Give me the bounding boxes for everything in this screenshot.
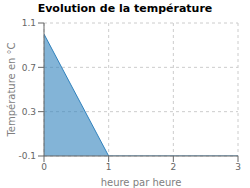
svg-text:-0.1: -0.1	[18, 151, 36, 161]
svg-text:0.7: 0.7	[22, 63, 36, 73]
svg-text:3: 3	[235, 162, 241, 172]
svg-text:0: 0	[41, 162, 47, 172]
svg-text:2: 2	[170, 162, 176, 172]
svg-text:1: 1	[106, 162, 112, 172]
svg-text:heure par heure: heure par heure	[101, 177, 182, 188]
svg-text:0.3: 0.3	[22, 107, 36, 117]
svg-text:1.1: 1.1	[22, 18, 36, 28]
svg-text:Température en °C: Température en °C	[8, 42, 17, 137]
html-text:Evolution de la température: Evolution de la température	[37, 2, 213, 15]
